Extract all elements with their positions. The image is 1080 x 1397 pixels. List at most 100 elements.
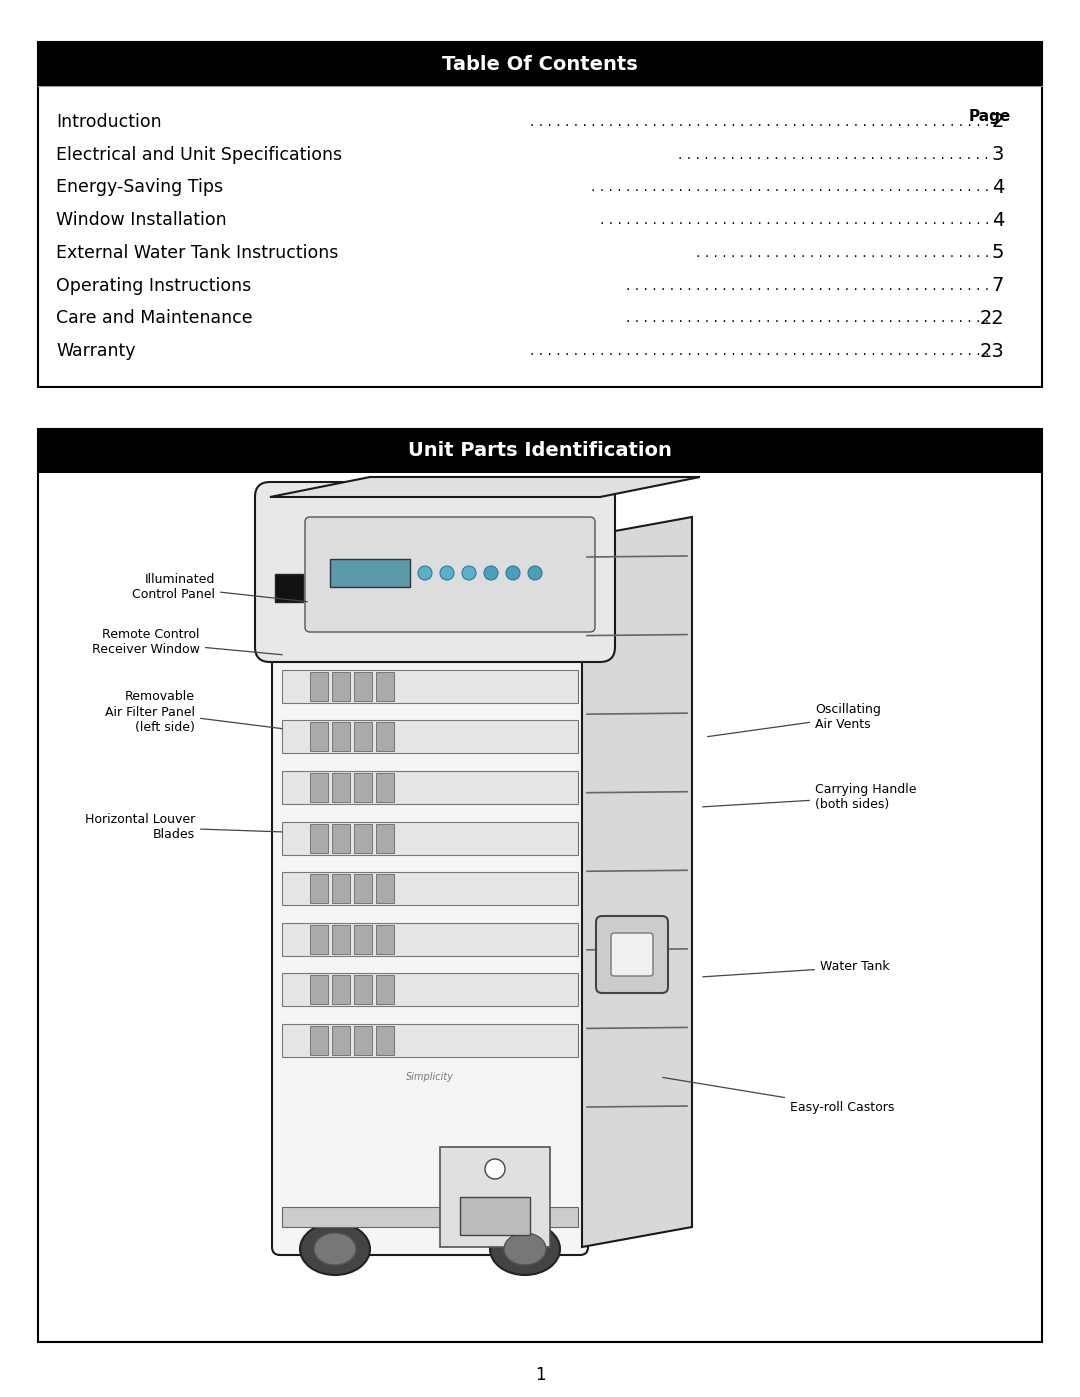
Bar <box>376 722 394 752</box>
Text: Operating Instructions: Operating Instructions <box>56 277 252 295</box>
Bar <box>282 872 578 905</box>
Bar <box>332 824 350 852</box>
Text: 4: 4 <box>991 211 1004 229</box>
Bar <box>354 975 372 1004</box>
Text: . . . . . . . . . . . . . . . . . . . . . . . . . . . . . . . . . . . . . . . . : . . . . . . . . . . . . . . . . . . . . … <box>591 180 989 194</box>
Text: . . . . . . . . . . . . . . . . . . . . . . . . . . . . . . . . . . . . . . . . : . . . . . . . . . . . . . . . . . . . . … <box>626 312 989 326</box>
Bar <box>354 1025 372 1055</box>
Text: Remote Control
Receiver Window: Remote Control Receiver Window <box>92 629 282 657</box>
Text: . . . . . . . . . . . . . . . . . . . . . . . . . . . . . . . . . . . . . . . . : . . . . . . . . . . . . . . . . . . . . … <box>529 344 989 358</box>
Text: 4: 4 <box>991 177 1004 197</box>
Text: . . . . . . . . . . . . . . . . . . . . . . . . . . . . . . . . . . . . . . . . : . . . . . . . . . . . . . . . . . . . . … <box>599 214 989 228</box>
Bar <box>460 1197 530 1235</box>
Bar <box>354 722 372 752</box>
Bar <box>310 1025 328 1055</box>
Circle shape <box>462 566 476 580</box>
Ellipse shape <box>314 1234 356 1266</box>
Bar <box>354 875 372 902</box>
Bar <box>310 925 328 954</box>
Circle shape <box>485 1160 505 1179</box>
Bar <box>354 925 372 954</box>
Bar <box>332 975 350 1004</box>
Bar <box>282 1207 578 1227</box>
Text: Window Installation: Window Installation <box>56 211 227 229</box>
Text: Unit Parts Identification: Unit Parts Identification <box>408 441 672 461</box>
Bar <box>332 925 350 954</box>
Bar <box>376 824 394 852</box>
Circle shape <box>484 566 498 580</box>
FancyBboxPatch shape <box>255 482 615 662</box>
Bar <box>332 773 350 802</box>
Text: 3: 3 <box>991 145 1004 165</box>
Text: External Water Tank Instructions: External Water Tank Instructions <box>56 244 338 261</box>
Text: Oscillating
Air Vents: Oscillating Air Vents <box>707 703 881 736</box>
Bar <box>354 672 372 701</box>
Bar <box>330 559 410 587</box>
Text: Removable
Air Filter Panel
(left side): Removable Air Filter Panel (left side) <box>105 690 282 733</box>
Text: Simplicity: Simplicity <box>406 1071 454 1083</box>
Text: . . . . . . . . . . . . . . . . . . . . . . . . . . . . . . . . . . . .: . . . . . . . . . . . . . . . . . . . . … <box>678 148 989 162</box>
Bar <box>38 42 1042 87</box>
Polygon shape <box>270 476 700 497</box>
Text: 5: 5 <box>991 243 1004 263</box>
Circle shape <box>440 566 454 580</box>
Text: 22: 22 <box>980 309 1004 328</box>
Bar <box>282 721 578 753</box>
Text: 1: 1 <box>535 1366 545 1384</box>
Bar <box>332 875 350 902</box>
Bar <box>376 925 394 954</box>
Text: Horizontal Louver
Blades: Horizontal Louver Blades <box>84 813 282 841</box>
Bar <box>376 1025 394 1055</box>
Bar <box>38 429 1042 474</box>
Text: Warranty: Warranty <box>56 342 135 360</box>
FancyBboxPatch shape <box>611 933 653 977</box>
Bar <box>332 1025 350 1055</box>
Bar <box>310 875 328 902</box>
Text: 2: 2 <box>991 113 1004 131</box>
Ellipse shape <box>490 1222 561 1275</box>
Ellipse shape <box>504 1234 546 1266</box>
Bar <box>354 824 372 852</box>
Ellipse shape <box>300 1222 370 1275</box>
Bar <box>282 1024 578 1058</box>
Polygon shape <box>582 517 692 1248</box>
Text: Energy-Saving Tips: Energy-Saving Tips <box>56 179 224 197</box>
Bar <box>282 821 578 855</box>
Bar <box>376 975 394 1004</box>
Circle shape <box>507 566 519 580</box>
Circle shape <box>528 566 542 580</box>
Text: Introduction: Introduction <box>56 113 162 131</box>
Text: 7: 7 <box>991 277 1004 295</box>
FancyBboxPatch shape <box>305 517 595 631</box>
Bar <box>376 672 394 701</box>
Circle shape <box>418 566 432 580</box>
Bar <box>38 429 1042 1343</box>
Bar <box>354 773 372 802</box>
FancyBboxPatch shape <box>272 520 588 1255</box>
Text: . . . . . . . . . . . . . . . . . . . . . . . . . . . . . . . . . . . . . . . . : . . . . . . . . . . . . . . . . . . . . … <box>626 278 989 292</box>
Bar <box>282 771 578 803</box>
Bar <box>275 574 303 602</box>
Text: 23: 23 <box>980 341 1004 360</box>
Bar <box>310 975 328 1004</box>
Bar <box>282 669 578 703</box>
Bar <box>376 773 394 802</box>
Bar <box>310 672 328 701</box>
Text: Carrying Handle
(both sides): Carrying Handle (both sides) <box>703 782 917 812</box>
Text: Table Of Contents: Table Of Contents <box>442 54 638 74</box>
Bar <box>332 672 350 701</box>
Bar <box>332 722 350 752</box>
FancyBboxPatch shape <box>596 916 669 993</box>
Text: Easy-roll Castors: Easy-roll Castors <box>663 1077 894 1113</box>
Bar <box>282 923 578 956</box>
Text: Care and Maintenance: Care and Maintenance <box>56 309 253 327</box>
Text: Electrical and Unit Specifications: Electrical and Unit Specifications <box>56 145 342 163</box>
Bar <box>310 773 328 802</box>
Bar <box>282 974 578 1006</box>
Text: . . . . . . . . . . . . . . . . . . . . . . . . . . . . . . . . . . . . . . . . : . . . . . . . . . . . . . . . . . . . . … <box>529 115 989 129</box>
Bar <box>38 42 1042 387</box>
Text: Water Tank: Water Tank <box>703 961 890 977</box>
Bar <box>440 1147 550 1248</box>
Bar <box>376 875 394 902</box>
Text: . . . . . . . . . . . . . . . . . . . . . . . . . . . . . . . . . .: . . . . . . . . . . . . . . . . . . . . … <box>696 246 989 260</box>
